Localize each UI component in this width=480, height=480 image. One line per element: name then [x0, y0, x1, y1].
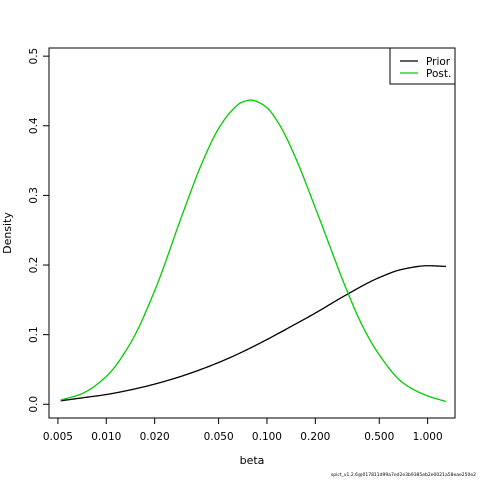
- y-axis-label: Density: [1, 212, 14, 254]
- y-tick-label: 0.2: [28, 257, 40, 274]
- version-footnote: spict_v1.2.6@017811d99a7ed2e3b9385eb2e00…: [330, 473, 476, 478]
- x-tick-label: 0.050: [204, 431, 234, 443]
- legend-label-prior: Prior: [426, 56, 451, 68]
- x-tick-label: 0.200: [300, 431, 330, 443]
- x-axis: 0.005 0.010 0.020 0.050 0.100 0.200 0.500 1.000: [43, 418, 443, 443]
- legend: Prior Post.: [389, 47, 456, 85]
- x-tick-label: 0.010: [91, 431, 121, 443]
- plot-frame: [48, 47, 456, 419]
- series-layer: [60, 99, 447, 403]
- legend-box: [389, 47, 456, 85]
- x-tick-label: 0.005: [43, 431, 73, 443]
- prior-density-line: [60, 265, 446, 402]
- y-tick-label: 0.3: [28, 187, 40, 204]
- posterior-density-line: [60, 99, 447, 403]
- y-axis: 0.0 0.1 0.2 0.3 0.4 0.5: [28, 48, 49, 413]
- y-tick-label: 0.5: [28, 48, 40, 65]
- x-tick-label: 0.100: [252, 431, 282, 443]
- y-tick-label: 0.1: [28, 326, 40, 343]
- x-tick-label: 0.500: [364, 431, 394, 443]
- x-axis-label: beta: [240, 454, 265, 467]
- y-tick-label: 0.4: [28, 117, 40, 134]
- y-tick-label: 0.0: [28, 396, 40, 413]
- x-tick-label: 0.020: [140, 431, 170, 443]
- x-tick-label: 1.000: [413, 431, 443, 443]
- legend-label-posterior: Post.: [426, 68, 451, 80]
